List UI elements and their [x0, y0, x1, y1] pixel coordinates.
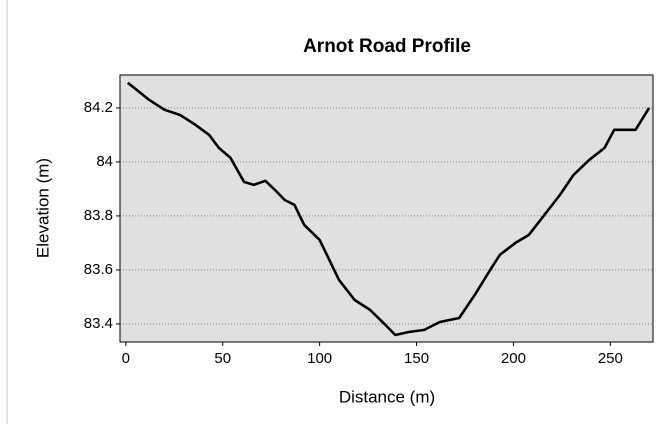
profile-line: [126, 81, 651, 337]
y-tick-label: 83.6: [84, 261, 113, 278]
x-tick-label: 250: [598, 350, 623, 367]
y-axis-label: Elevation (m): [33, 158, 52, 258]
chart-title: Arnot Road Profile: [303, 36, 471, 57]
x-tick-label: 150: [404, 350, 429, 367]
y-tick-label: 84: [96, 153, 113, 170]
x-tick-label: 200: [501, 350, 526, 367]
plot-area: [120, 75, 653, 342]
x-tick-label: 0: [122, 350, 130, 367]
y-tick-label: 83.8: [84, 207, 113, 224]
x-tick-label: 100: [307, 350, 332, 367]
x-tick-label: 50: [214, 350, 231, 367]
y-tick-label: 83.4: [84, 315, 113, 332]
plot-border: [119, 74, 654, 343]
y-tick-label: 84.2: [84, 99, 113, 116]
x-axis-label: Distance (m): [339, 387, 435, 406]
